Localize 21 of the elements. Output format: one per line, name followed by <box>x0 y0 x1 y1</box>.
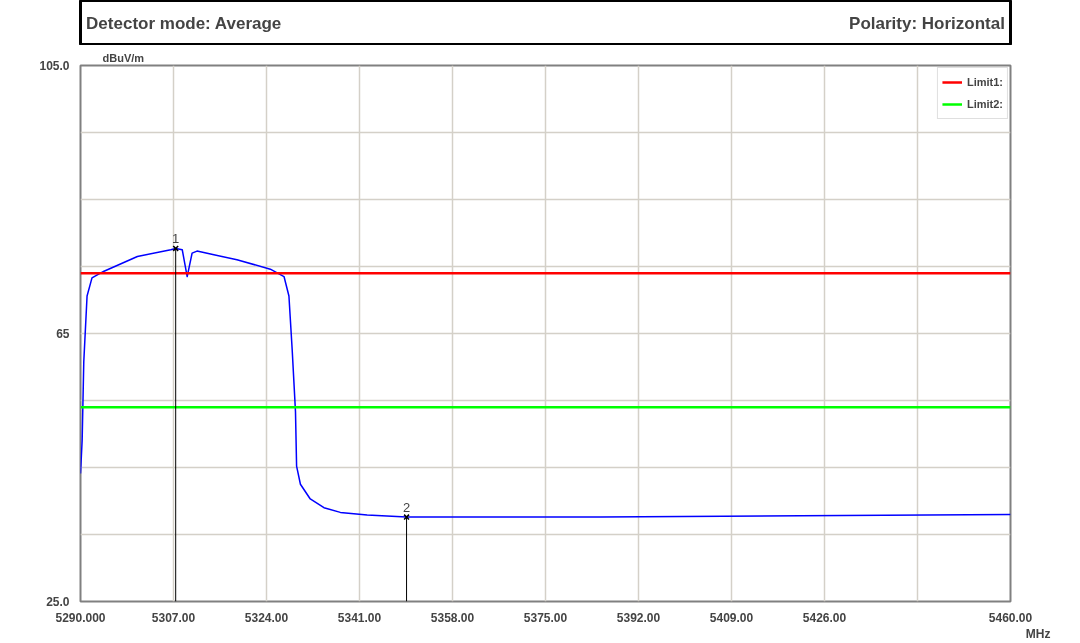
y-tick-label: 65 <box>56 327 70 341</box>
x-tick-label: 5341.00 <box>337 610 382 625</box>
annotation: 2 <box>402 500 411 516</box>
annotation: 1 <box>172 231 180 247</box>
x-tick-label: 5375.00 <box>523 610 568 625</box>
y-tick-label: 25.0 <box>46 595 70 609</box>
legend-label: Limit1: <box>966 76 1003 88</box>
y-axis-title: dBuV/m <box>102 51 145 64</box>
x-tick-label: 5307.00 <box>151 610 196 625</box>
x-tick-label: 5426.00 <box>802 610 847 625</box>
x-tick-label: 5324.00 <box>244 610 289 625</box>
x-tick-label: 5409.00 <box>709 610 754 625</box>
chart-title: Detector mode: Average <box>86 13 282 33</box>
x-axis-title: MHz <box>1025 626 1051 641</box>
legend-label: Limit2: <box>966 98 1003 110</box>
x-tick-label: 5460.00 <box>988 610 1033 625</box>
x-tick-label: 5290.000 <box>55 610 106 625</box>
y-tick-label: 105.0 <box>39 59 70 73</box>
x-tick-label: 5392.00 <box>616 610 661 625</box>
chart-subtitle: Polarity: Horizontal <box>849 13 1005 33</box>
x-tick-label: 5358.00 <box>430 610 475 625</box>
